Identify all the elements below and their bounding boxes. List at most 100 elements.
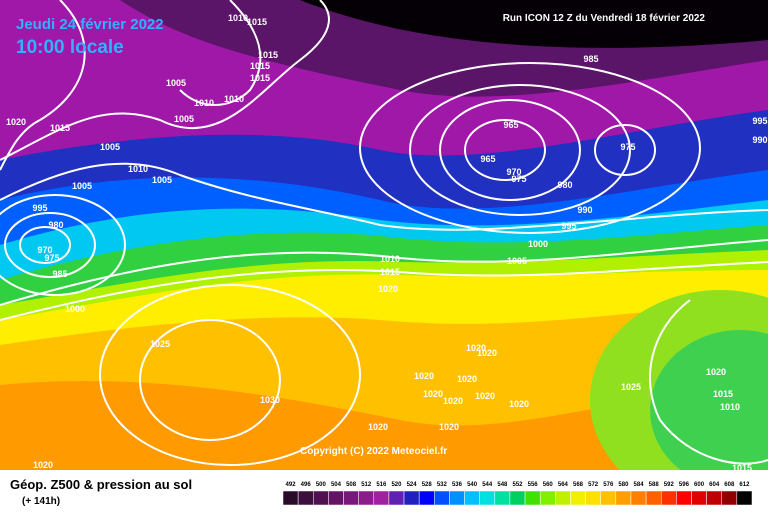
scale-label: 532	[437, 482, 448, 488]
isobar	[409, 84, 631, 216]
isobar-label: 995	[561, 221, 576, 231]
isobar-label: 1015	[50, 123, 70, 133]
scale-swatch	[736, 490, 753, 506]
isobar-label: 995	[32, 203, 47, 213]
field-band	[300, 0, 768, 48]
isobar-label: 1010	[720, 402, 740, 412]
scale-label: 600	[694, 482, 705, 488]
isobar	[0, 162, 768, 231]
scale-swatch	[615, 490, 632, 506]
isobar-label: 990	[752, 135, 767, 145]
scale-swatch	[403, 490, 420, 506]
scale-swatch	[328, 490, 344, 506]
scale-label: 512	[361, 482, 372, 488]
scale-label: 584	[634, 482, 645, 488]
isobar	[594, 124, 656, 176]
scale-swatch	[434, 490, 450, 506]
scale-label: 500	[316, 482, 327, 488]
isobar-label: 975	[44, 253, 59, 263]
isobar-label: 1015	[258, 50, 278, 60]
scale-swatch	[555, 490, 571, 506]
isobar-label: 1010	[224, 94, 244, 104]
isobar-label: 1030	[260, 395, 280, 405]
scale-label: 580	[618, 482, 629, 488]
isobar-label: 1020	[439, 422, 459, 432]
scale-swatch	[585, 490, 601, 506]
scale-label: 548	[497, 482, 508, 488]
isobar-label: 1025	[150, 339, 170, 349]
isobar	[439, 99, 581, 201]
scale-label: 508	[346, 482, 357, 488]
field-band	[650, 330, 768, 490]
isobar-label: 1010	[228, 13, 248, 23]
isobar	[179, 0, 262, 106]
isobar-label: 1020	[414, 371, 434, 381]
forecast-date: Jeudi 24 février 2022	[16, 16, 164, 33]
scale-label: 612	[739, 482, 750, 488]
scale-label: 492	[286, 482, 297, 488]
isobar	[0, 261, 768, 321]
isobar-label: 965	[480, 154, 495, 164]
scale-label: 504	[331, 482, 342, 488]
isobar-label: 1020	[509, 399, 529, 409]
isobar-label: 1020	[706, 367, 726, 377]
isobar	[0, 0, 330, 161]
scale-swatch	[343, 490, 359, 506]
run-info: Run ICON 12 Z du Vendredi 18 février 202…	[503, 13, 706, 24]
isobar-label: 965	[503, 120, 518, 130]
scale-label: 536	[452, 482, 463, 488]
scale-swatch	[479, 490, 496, 506]
scale-label: 608	[724, 482, 735, 488]
scale-swatch	[660, 490, 677, 506]
isobar-label: 1020	[466, 343, 486, 353]
scale-label: 576	[603, 482, 614, 488]
isobar	[4, 212, 96, 278]
isobar-label: 1005	[100, 142, 120, 152]
isobar-label: 985	[52, 269, 67, 279]
isobar-label: 1020	[457, 374, 477, 384]
isobar-label: 1015	[732, 463, 752, 473]
scale-swatch	[645, 490, 662, 506]
scale-swatch	[691, 490, 707, 506]
scale-swatch	[600, 490, 617, 506]
isobar-label: 1010	[380, 254, 400, 264]
scale-swatch	[676, 490, 692, 506]
isobar-label: 995	[752, 116, 767, 126]
scale-swatch	[509, 490, 526, 506]
isobars	[0, 0, 768, 466]
isobar-label: 975	[620, 142, 635, 152]
isobar	[0, 194, 126, 296]
isobar-label: 970	[37, 245, 52, 255]
isobar-label: 990	[577, 205, 592, 215]
isobar	[139, 319, 281, 441]
scale-swatch	[418, 490, 435, 506]
scale-swatch	[570, 490, 586, 506]
copyright: Copyright (C) 2022 Meteociel.fr	[300, 446, 447, 457]
isobar	[649, 299, 768, 465]
isobar-label: 1010	[194, 98, 214, 108]
isobar-label: 1020	[475, 391, 495, 401]
footer-lead: (+ 141h)	[22, 496, 60, 507]
scale-swatch	[282, 490, 299, 506]
isobar-label: 1000	[65, 304, 85, 314]
isobar-label: 1020	[443, 396, 463, 406]
forecast-time: 10:00 locale	[16, 37, 124, 58]
scale-label: 528	[422, 482, 433, 488]
isobar-label: 1020	[33, 460, 53, 470]
scale-label: 592	[664, 482, 675, 488]
scale-swatch	[494, 490, 511, 506]
isobar-label: 975	[511, 174, 526, 184]
isobar-label: 1000	[528, 239, 548, 249]
scale-label: 496	[301, 482, 312, 488]
isobar-label: 1020	[423, 389, 443, 399]
scale-swatch	[706, 490, 722, 506]
scale-label: 556	[528, 482, 539, 488]
scale-swatch	[630, 490, 647, 506]
isobar-label: 1020	[368, 422, 388, 432]
scale-swatch	[449, 490, 465, 506]
isobar-label: 1015	[713, 389, 733, 399]
isobar	[0, 0, 86, 171]
isobar-label: 980	[557, 180, 572, 190]
